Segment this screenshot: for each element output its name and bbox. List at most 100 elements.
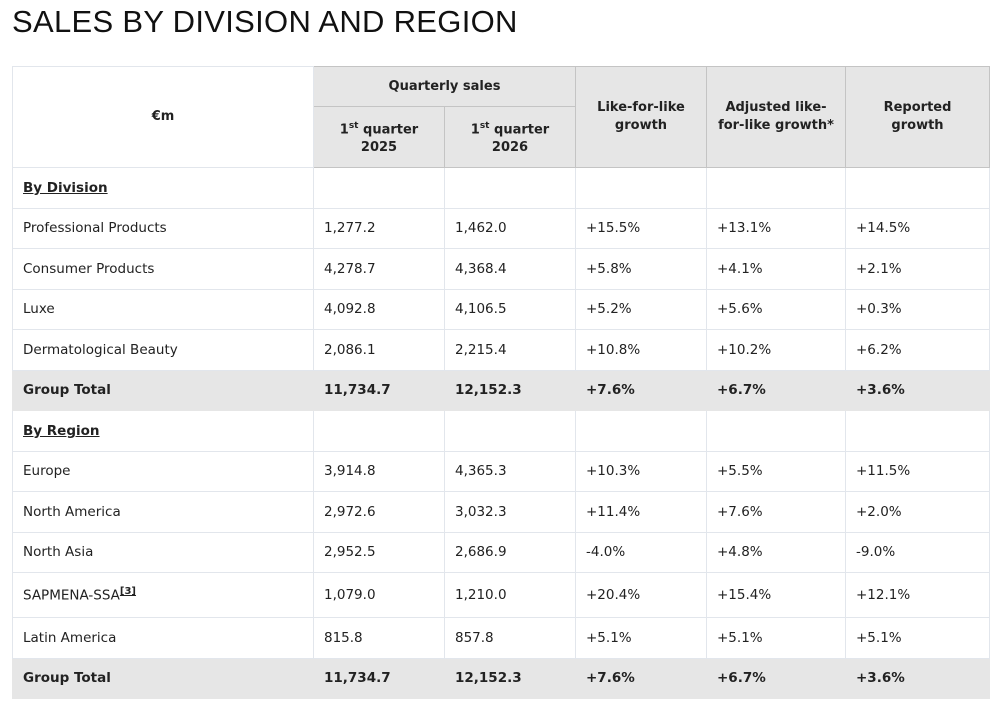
value-cell: 1,079.0 xyxy=(313,572,445,618)
value-cell: 4,365.3 xyxy=(444,450,576,492)
value-cell: +2.0% xyxy=(845,491,990,533)
q1-2025-header: 1st quarter 2025 xyxy=(313,106,445,168)
value-cell: +5.8% xyxy=(575,248,707,290)
value-cell: +6.2% xyxy=(845,329,990,371)
row-label: Professional Products xyxy=(12,207,314,249)
quarterly-sales-header: Quarterly sales xyxy=(313,66,576,107)
value-cell: +10.2% xyxy=(706,329,846,371)
value-cell: 1,462.0 xyxy=(444,207,576,249)
value-cell: 4,278.7 xyxy=(313,248,445,290)
value-cell: +15.5% xyxy=(575,207,707,249)
table-row: North America 2,972.6 3,032.3 +11.4% +7.6% +2… xyxy=(12,491,990,533)
value-cell: +4.1% xyxy=(706,248,846,290)
value-cell: +7.6% xyxy=(706,491,846,533)
value-cell: 4,092.8 xyxy=(313,288,445,330)
table-row: Europe 3,914.8 4,365.3 +10.3% +5.5% +11.5% xyxy=(12,450,990,492)
value-cell: -9.0% xyxy=(845,531,990,573)
empty-cell xyxy=(575,167,707,209)
unit-header: €m xyxy=(12,66,314,168)
row-label: Luxe xyxy=(12,288,314,330)
value-cell: +2.1% xyxy=(845,248,990,290)
section-title[interactable]: By Region xyxy=(12,410,314,452)
sales-table: €m Quarterly sales Like-for-like growth … xyxy=(12,66,990,699)
total-value-cell: +7.6% xyxy=(575,369,707,411)
total-value-cell: +6.7% xyxy=(706,369,846,411)
empty-cell xyxy=(313,167,445,209)
row-label: Latin America xyxy=(12,617,314,659)
reported-header: Reported growth xyxy=(845,66,990,168)
total-label: Group Total xyxy=(12,369,314,411)
value-cell: 1,210.0 xyxy=(444,572,576,618)
value-cell: 2,086.1 xyxy=(313,329,445,371)
table-row: North Asia 2,952.5 2,686.9 -4.0% +4.8% -9.0% xyxy=(12,531,990,573)
total-value-cell: +6.7% xyxy=(706,657,846,699)
table-row: Professional Products 1,277.2 1,462.0 +15.5… xyxy=(12,207,990,249)
empty-cell xyxy=(444,410,576,452)
table-row: Luxe 4,092.8 4,106.5 +5.2% +5.6% +0.3% xyxy=(12,288,990,330)
empty-cell xyxy=(845,410,990,452)
value-cell: 2,952.5 xyxy=(313,531,445,573)
value-cell: 2,972.6 xyxy=(313,491,445,533)
total-value-cell: 12,152.3 xyxy=(444,657,576,699)
value-cell: 4,368.4 xyxy=(444,248,576,290)
value-cell: -4.0% xyxy=(575,531,707,573)
value-cell: +5.6% xyxy=(706,288,846,330)
table-row: Consumer Products 4,278.7 4,368.4 +5.8% +4.1… xyxy=(12,248,990,290)
page-title: SALES BY DIVISION AND REGION xyxy=(12,4,518,39)
value-cell: +11.4% xyxy=(575,491,707,533)
adj-lfl-header: Adjusted like-for-like growth* xyxy=(706,66,846,168)
empty-cell xyxy=(444,167,576,209)
value-cell: 857.8 xyxy=(444,617,576,659)
row-label: Consumer Products xyxy=(12,248,314,290)
row-label: North Asia xyxy=(12,531,314,573)
section-title[interactable]: By Division xyxy=(12,167,314,209)
total-value-cell: 11,734.7 xyxy=(313,657,445,699)
value-cell: 3,914.8 xyxy=(313,450,445,492)
lfl-header: Like-for-like growth xyxy=(575,66,707,168)
row-label: Dermatological Beauty xyxy=(12,329,314,371)
value-cell: 2,215.4 xyxy=(444,329,576,371)
value-cell: +5.5% xyxy=(706,450,846,492)
total-label: Group Total xyxy=(12,657,314,699)
value-cell: +5.2% xyxy=(575,288,707,330)
table-row: Latin America 815.8 857.8 +5.1% +5.1% +5.1% xyxy=(12,617,990,659)
value-cell: +10.8% xyxy=(575,329,707,371)
table-row: SAPMENA-SSA[3] 1,079.0 1,210.0 +20.4% +15.4%… xyxy=(12,572,990,618)
row-label: Europe xyxy=(12,450,314,492)
value-cell: +4.8% xyxy=(706,531,846,573)
value-cell: +0.3% xyxy=(845,288,990,330)
group-total-row: Group Total 11,734.7 12,152.3 +7.6% +6.7% +3.… xyxy=(12,369,990,411)
empty-cell xyxy=(706,410,846,452)
value-cell: +10.3% xyxy=(575,450,707,492)
empty-cell xyxy=(845,167,990,209)
table-row: Dermatological Beauty 2,086.1 2,215.4 +10.8… xyxy=(12,329,990,371)
value-cell: 3,032.3 xyxy=(444,491,576,533)
value-cell: 815.8 xyxy=(313,617,445,659)
section-header-row: By Division xyxy=(12,167,990,209)
footnote-link[interactable]: [3] xyxy=(119,586,137,598)
total-value-cell: 12,152.3 xyxy=(444,369,576,411)
value-cell: +5.1% xyxy=(706,617,846,659)
total-value-cell: 11,734.7 xyxy=(313,369,445,411)
total-value-cell: +3.6% xyxy=(845,657,990,699)
value-cell: +13.1% xyxy=(706,207,846,249)
value-cell: 4,106.5 xyxy=(444,288,576,330)
value-cell: +5.1% xyxy=(575,617,707,659)
empty-cell xyxy=(706,167,846,209)
value-cell: +15.4% xyxy=(706,572,846,618)
row-label: North America xyxy=(12,491,314,533)
total-value-cell: +3.6% xyxy=(845,369,990,411)
total-value-cell: +7.6% xyxy=(575,657,707,699)
value-cell: +11.5% xyxy=(845,450,990,492)
value-cell: +14.5% xyxy=(845,207,990,249)
group-total-row: Group Total 11,734.7 12,152.3 +7.6% +6.7% +3.… xyxy=(12,657,990,699)
section-header-row: By Region xyxy=(12,410,990,452)
empty-cell xyxy=(313,410,445,452)
q1-2026-header: 1st quarter 2026 xyxy=(444,106,576,168)
value-cell: +12.1% xyxy=(845,572,990,618)
value-cell: +20.4% xyxy=(575,572,707,618)
empty-cell xyxy=(575,410,707,452)
value-cell: +5.1% xyxy=(845,617,990,659)
value-cell: 2,686.9 xyxy=(444,531,576,573)
value-cell: 1,277.2 xyxy=(313,207,445,249)
